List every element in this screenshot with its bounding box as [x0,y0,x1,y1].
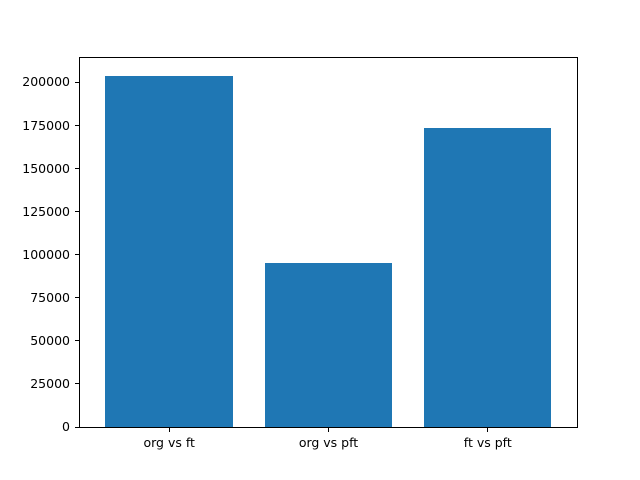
y-tick-mark [75,81,79,83]
y-tick-label: 25000 [30,375,70,391]
bar-ft-vs-pft [424,128,552,427]
y-tick-mark [75,254,79,256]
bar-org-vs-ft [105,75,233,427]
x-tick-label: org vs pft [298,435,359,450]
y-tick-mark [75,168,79,170]
x-tick-mark [487,428,489,432]
y-tick-mark [75,426,79,428]
x-tick-label: org vs ft [143,435,195,450]
x-tick-label: ft vs pft [463,435,512,450]
y-tick-label: 150000 [22,160,70,176]
y-tick-label: 100000 [22,246,70,262]
y-tick-mark [75,125,79,127]
y-tick-mark [75,297,79,299]
y-tick-mark [75,211,79,213]
y-tick-label: 0 [62,419,70,434]
y-tick-label: 125000 [22,203,70,219]
y-tick-label: 200000 [22,74,70,90]
y-tick-label: 50000 [30,332,70,348]
bar-org-vs-pft [264,263,393,427]
x-tick-mark [168,428,170,432]
y-tick-mark [75,383,79,385]
plot-area [79,57,578,428]
y-tick-label: 75000 [30,289,70,305]
x-tick-mark [328,428,329,432]
y-tick-mark [75,340,79,342]
y-tick-label: 175000 [22,117,70,133]
